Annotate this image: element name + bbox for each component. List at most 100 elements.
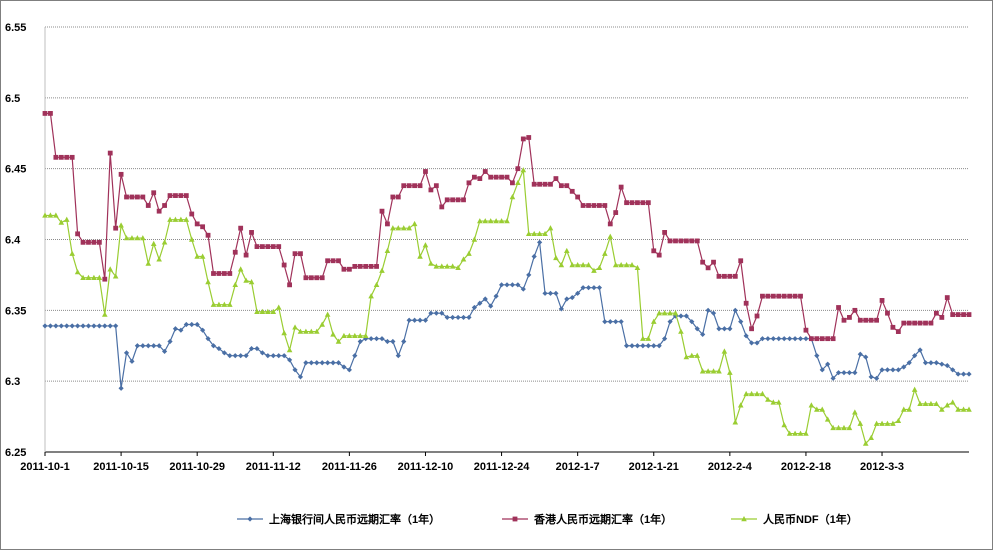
data-point-diamond bbox=[531, 253, 537, 260]
data-point-diamond bbox=[194, 321, 200, 328]
data-point-square bbox=[961, 312, 966, 317]
data-point-triangle bbox=[536, 230, 543, 237]
data-point-triangle bbox=[759, 390, 766, 397]
data-point-triangle bbox=[493, 218, 499, 224]
data-point-diamond bbox=[330, 360, 336, 366]
data-point-triangle bbox=[286, 347, 293, 353]
data-point-triangle bbox=[194, 253, 200, 259]
data-point-diamond bbox=[259, 350, 266, 356]
data-point-square bbox=[466, 180, 472, 186]
x-axis bbox=[44, 27, 969, 453]
data-point-square bbox=[803, 327, 809, 333]
data-point-triangle bbox=[911, 386, 918, 392]
data-point-diamond bbox=[547, 290, 554, 296]
data-point-diamond bbox=[292, 367, 298, 373]
data-point-square bbox=[346, 266, 352, 272]
data-point-square bbox=[727, 273, 733, 279]
data-point-diamond bbox=[710, 310, 717, 316]
data-point-square bbox=[683, 238, 689, 244]
data-point-triangle bbox=[531, 230, 537, 237]
series-line bbox=[45, 242, 969, 389]
data-point-diamond bbox=[770, 336, 776, 342]
data-point-diamond bbox=[526, 272, 532, 278]
data-point-diamond bbox=[960, 371, 967, 377]
y-axis-ticks: 6.25 6.3 6.35 6.4 6.45 6.5 6.55 bbox=[5, 22, 26, 459]
data-point-diamond bbox=[123, 350, 130, 356]
data-point-diamond bbox=[748, 340, 755, 346]
data-point-triangle bbox=[808, 402, 815, 408]
data-point-triangle bbox=[411, 220, 418, 227]
data-point-square bbox=[124, 194, 129, 200]
data-point-square bbox=[879, 298, 885, 303]
data-point-square bbox=[249, 230, 254, 235]
data-point-diamond bbox=[368, 336, 374, 342]
data-point-square bbox=[580, 203, 586, 208]
data-point-square bbox=[836, 305, 841, 310]
data-point-square bbox=[374, 264, 379, 269]
data-point-diamond bbox=[42, 323, 48, 329]
data-point-square bbox=[950, 312, 956, 317]
data-point-diamond bbox=[498, 282, 505, 288]
data-point-triangle bbox=[275, 304, 282, 310]
data-point-triangle bbox=[765, 396, 771, 402]
data-point-triangle bbox=[547, 225, 554, 231]
data-point-square bbox=[749, 326, 754, 332]
data-point-triangle bbox=[417, 253, 423, 259]
data-point-square bbox=[847, 315, 852, 320]
data-point-square bbox=[412, 183, 417, 189]
data-point-diamond bbox=[917, 347, 923, 353]
data-point-square bbox=[53, 154, 59, 160]
data-point-square bbox=[428, 187, 434, 193]
data-point-square bbox=[640, 200, 646, 206]
data-point-diamond bbox=[161, 348, 168, 355]
data-point-square bbox=[700, 259, 706, 265]
data-point-diamond bbox=[303, 360, 309, 366]
data-point-triangle bbox=[352, 332, 358, 339]
data-point-triangle bbox=[542, 230, 548, 237]
data-point-square bbox=[906, 320, 912, 326]
data-point-diamond bbox=[238, 353, 244, 359]
data-point-square bbox=[471, 174, 477, 180]
data-point-diamond bbox=[460, 314, 467, 321]
data-point-diamond bbox=[113, 323, 119, 329]
data-point-diamond bbox=[412, 317, 418, 323]
data-point-diamond bbox=[439, 310, 445, 316]
data-point-diamond bbox=[738, 319, 744, 325]
data-point-square bbox=[722, 273, 727, 279]
data-point-square bbox=[629, 200, 635, 206]
data-point-square bbox=[548, 181, 553, 187]
data-point-square bbox=[531, 181, 537, 187]
data-point-triangle bbox=[85, 274, 92, 280]
data-point-diamond bbox=[248, 345, 255, 352]
data-point-diamond bbox=[575, 290, 581, 296]
data-point-diamond bbox=[221, 350, 227, 356]
series-2 bbox=[42, 167, 972, 446]
data-point-diamond bbox=[607, 319, 613, 325]
data-point-square bbox=[504, 174, 510, 180]
x-tick-label: 2011-10-1 bbox=[20, 461, 70, 473]
legend-label: 上海银行间人民币远期汇率（1年） bbox=[269, 512, 440, 526]
data-point-diamond bbox=[482, 296, 488, 302]
data-point-square bbox=[211, 271, 216, 276]
data-point-triangle bbox=[814, 406, 820, 412]
data-point-square bbox=[167, 193, 173, 198]
y-tick-label: 6.4 bbox=[5, 235, 21, 247]
data-point-diamond bbox=[379, 336, 385, 342]
data-point-diamond bbox=[939, 361, 945, 367]
data-point-square bbox=[781, 293, 787, 299]
data-point-triangle bbox=[596, 264, 603, 271]
data-point-triangle bbox=[743, 390, 749, 397]
data-point-triangle bbox=[341, 332, 347, 339]
data-point-triangle bbox=[672, 310, 679, 316]
data-point-diamond bbox=[493, 293, 499, 299]
data-point-square bbox=[129, 194, 135, 200]
series-group bbox=[42, 111, 972, 446]
data-point-diamond bbox=[466, 314, 472, 321]
data-point-square bbox=[417, 183, 423, 189]
data-point-diamond bbox=[879, 367, 885, 373]
data-point-diamond bbox=[743, 333, 749, 339]
data-point-triangle bbox=[868, 434, 874, 441]
x-tick-label: 2011-10-15 bbox=[93, 461, 149, 473]
data-point-diamond bbox=[846, 370, 853, 376]
data-point-triangle bbox=[319, 321, 325, 327]
